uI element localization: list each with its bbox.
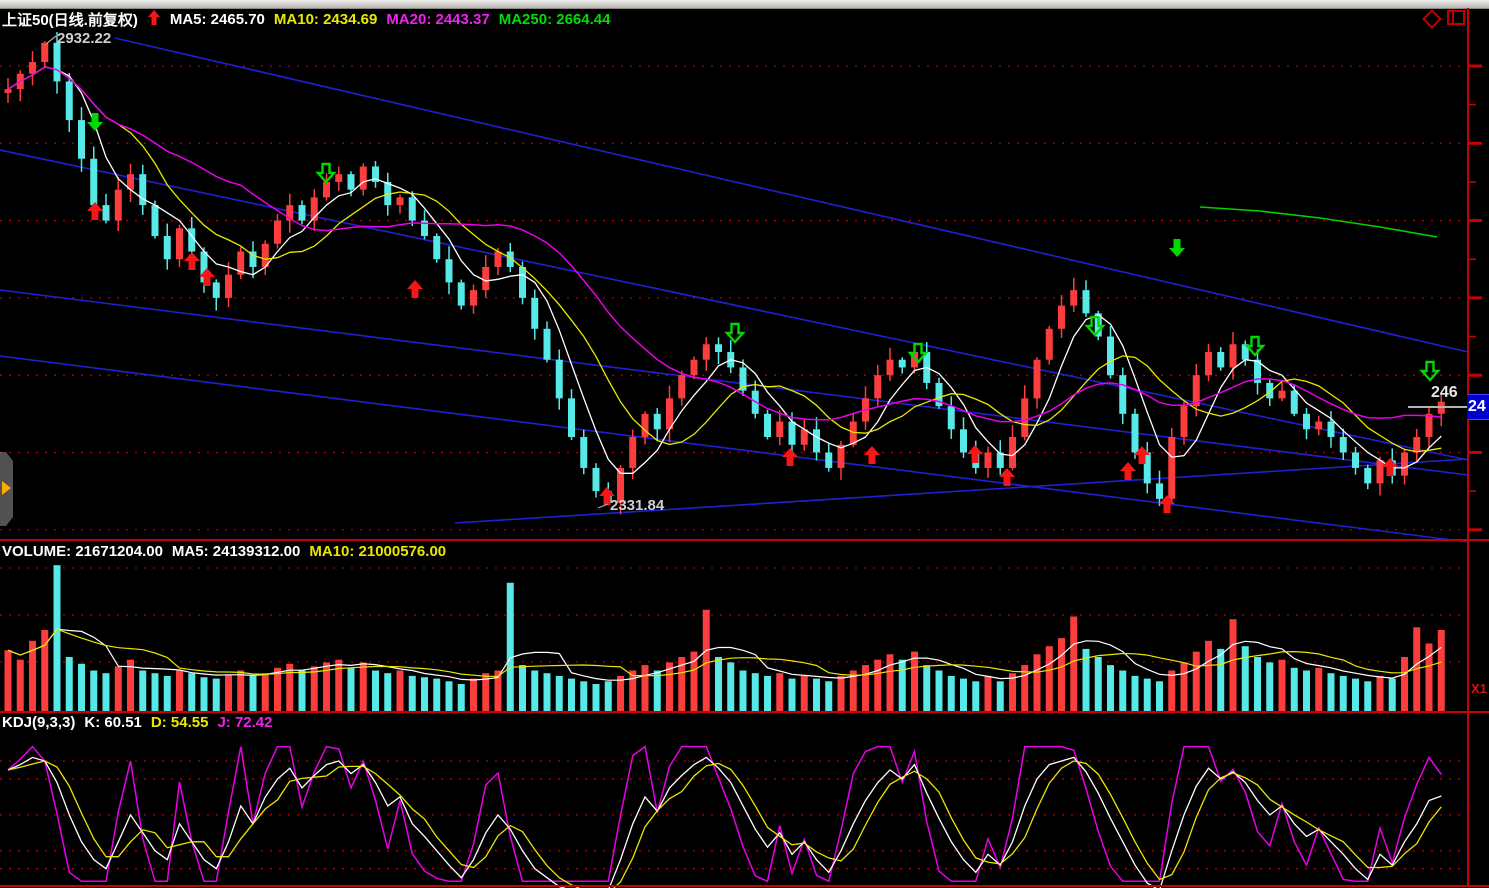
volume-ma5-value: MA5: 24139312.00 [171, 543, 301, 560]
sidebar-expand-handle[interactable] [0, 452, 13, 526]
kdj-pane-header: KDJ(9,3,3) K: 60.51 D: 54.55 J: 72.42 [2, 714, 273, 731]
high-price-annotation: 2932.22 [57, 30, 112, 47]
price-axis-box: 24 [1467, 394, 1489, 420]
split-window-icon[interactable] [1447, 10, 1465, 25]
volume-value: VOLUME: 21671204.00 [2, 543, 163, 560]
trend-up-arrow-icon [147, 9, 161, 30]
kdj-k-value: K: 60.51 [84, 714, 142, 731]
split-window-icon-divider [1452, 12, 1454, 23]
main-chart-header: 上证50(日线.前复权) MA5: 2465.70 MA10: 2434.69 … [2, 9, 610, 30]
volume-axis-multiplier: X1 [1471, 681, 1487, 696]
symbol-title: 上证50(日线.前复权) [2, 12, 138, 29]
low-price-annotation: 2331.84 [610, 497, 665, 514]
window-top-strip [0, 0, 1489, 9]
ma5-value: MA5: 2465.70 [169, 11, 265, 28]
expand-arrow-icon [2, 481, 11, 495]
volume-ma10-value: MA10: 21000576.00 [309, 543, 447, 560]
ma10-value: MA10: 2434.69 [273, 11, 378, 28]
ma250-value: MA250: 2664.44 [498, 11, 611, 28]
kdj-indicator-name: KDJ(9,3,3) [2, 714, 76, 731]
volume-pane-header: VOLUME: 21671204.00 MA5: 24139312.00 MA1… [2, 543, 446, 560]
ma20-value: MA20: 2443.37 [386, 11, 490, 28]
kdj-j-value: J: 72.42 [217, 714, 273, 731]
last-price-annotation: 246 [1431, 384, 1458, 401]
kdj-d-value: D: 54.55 [150, 714, 209, 731]
